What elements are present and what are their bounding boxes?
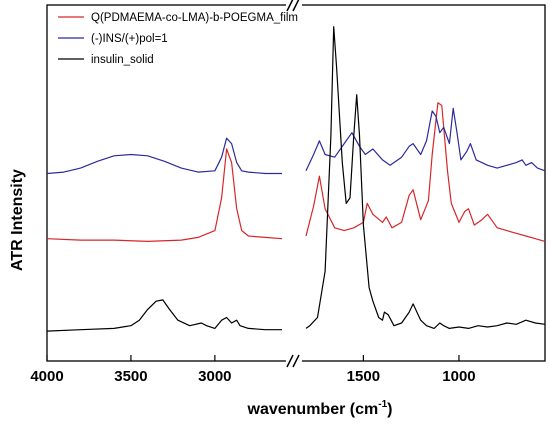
axis-break-slash [286, 354, 294, 368]
series-line-3-right [305, 26, 546, 329]
x-tick-label: 1500 [347, 368, 380, 385]
series-line-1-left [46, 148, 283, 242]
x-tick-label: 1000 [442, 368, 475, 385]
legend-label: (-)INS/(+)pol=1 [91, 33, 168, 45]
series-line-2-right [305, 107, 546, 172]
x-axis-title-close: ) [387, 401, 392, 418]
x-axis-title-superscript: -1 [378, 399, 387, 410]
axis-break-marks [286, 0, 302, 368]
series-line-3-left [46, 299, 282, 332]
x-ticks: 4000 3500 3000 1500 1000 [30, 355, 476, 385]
axis-break-slash [292, 354, 300, 368]
x-tick-label: 3500 [114, 368, 147, 385]
legend-label: insulin_solid [91, 54, 154, 66]
axis-break-mask-top [286, 2, 302, 8]
x-tick-label: 3000 [198, 368, 231, 385]
series-line-1-right [305, 102, 546, 242]
x-tick-label: 4000 [30, 368, 63, 385]
legend: Q(PDMAEMA-co-LMA)-b-POEGMA_film (-)INS/(+… [58, 12, 298, 66]
axis-break-slash [292, 0, 300, 12]
axis-break-mask-bottom [286, 358, 302, 364]
legend-label: Q(PDMAEMA-co-LMA)-b-POEGMA_film [91, 12, 298, 24]
x-axis-title-main: wavenumber (cm [247, 401, 379, 418]
series-line-2-left [46, 137, 282, 175]
y-axis-title: ATR Intensity [9, 169, 26, 271]
series-layer [46, 26, 546, 332]
x-axis-title: wavenumber (cm-1) [247, 399, 393, 418]
axis-break-slash [286, 0, 294, 12]
